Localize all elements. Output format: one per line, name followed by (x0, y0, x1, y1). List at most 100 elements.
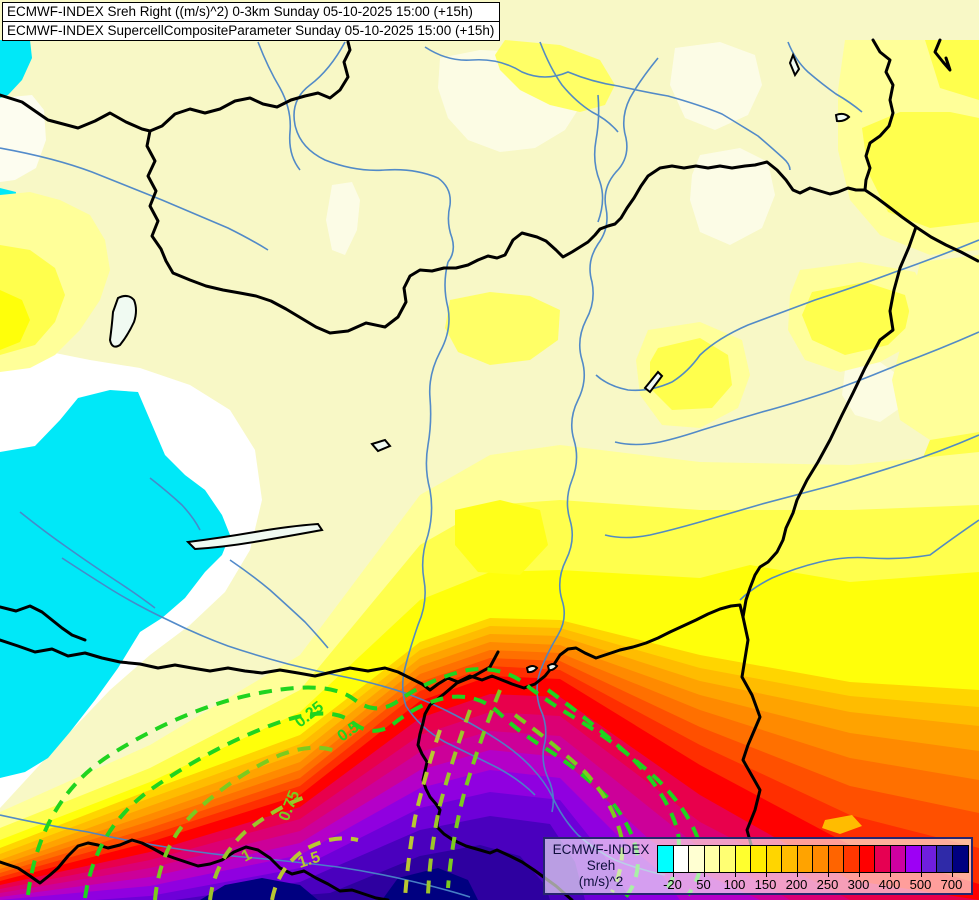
lakes (108, 52, 851, 674)
border-austria-hungary-slovakia (145, 129, 867, 335)
title-block: ECMWF-INDEX Sreh Right ((m/s)^2) 0-3km S… (2, 2, 501, 41)
colorbar-ticklabel-4: 200 (785, 877, 808, 892)
title-line1-box: ECMWF-INDEX Sreh Right ((m/s)^2) 0-3km S… (2, 2, 501, 22)
colorbar-cell-14 (875, 846, 891, 872)
river-danube-south (401, 261, 536, 796)
colorbar-cell-1 (673, 846, 689, 872)
colorbar-cell-17 (921, 846, 937, 872)
contour-075-west (153, 745, 339, 900)
colorbar-ticklabel-2: 100 (723, 877, 746, 892)
colorbar-ticklabel-9: 700 (940, 877, 963, 892)
colorbar-cell-16 (906, 846, 922, 872)
lake-tiny-1 (525, 665, 539, 674)
contour-025 (26, 667, 704, 897)
river-maros (604, 434, 979, 539)
colorbar-tick-7 (889, 872, 891, 877)
title-line1: ECMWF-INDEX Sreh Right ((m/s)^2) 0-3km S… (7, 4, 473, 19)
border-croatia-bosnia (416, 650, 574, 900)
colorbar-cell-10 (813, 846, 829, 872)
river-northeast (787, 41, 863, 113)
river-mura (19, 511, 156, 609)
colorbar-cell-7 (766, 846, 782, 872)
colorbar-ticks: -20 50 100 150 200 250 300 400 500 700 (657, 871, 969, 893)
colorbar-ticklabel-8: 500 (909, 877, 932, 892)
river-ipoly (593, 94, 604, 223)
lake-velence (370, 438, 392, 453)
colorbar-cell-6 (751, 846, 767, 872)
border-corner-stub (933, 38, 952, 72)
contour-label-15: 1.5 (296, 849, 323, 872)
colorbar-tick-5 (827, 872, 829, 877)
colorbar-ticklabel-6: 300 (847, 877, 870, 892)
colorbar-tick-9 (951, 872, 953, 877)
river-tisza (536, 57, 659, 813)
colorbar-cell-19 (952, 846, 968, 872)
river-koros (614, 331, 979, 446)
colorbar-ticklabel-0: -20 (663, 877, 682, 892)
lake-small-east (643, 370, 664, 394)
river-danube-upper (293, 41, 455, 263)
colorbar-ticklabel-7: 400 (878, 877, 901, 892)
legend-bar-area: -20 50 100 150 200 250 300 400 500 700 (657, 840, 969, 892)
contour-075-east (446, 689, 502, 889)
scp-contours (26, 667, 704, 900)
lake-balaton (185, 522, 324, 551)
river-northwest (0, 147, 269, 251)
contour-east-a (546, 688, 681, 889)
river-szamos (595, 239, 979, 392)
colorbar-cell-3 (704, 846, 720, 872)
contour-1-west (208, 794, 309, 900)
border-slovakia-ukraine (863, 38, 895, 192)
colorbar-cell-2 (689, 846, 705, 872)
colorbar-cell-13 (859, 846, 875, 872)
legend-title-line1: ECMWF-INDEX (552, 842, 650, 857)
colorbar-tick-1 (703, 872, 705, 877)
rivers (0, 41, 979, 898)
river-sava (0, 814, 471, 898)
legend-title-line2: Sreh (586, 858, 616, 873)
colorbar-cell-9 (797, 846, 813, 872)
lake-ferto (108, 294, 137, 348)
legend-title-line3: (m/s)^2 (578, 874, 624, 889)
river-vah (257, 41, 301, 171)
colorbar-tick-3 (765, 872, 767, 877)
border-northwest (0, 93, 152, 133)
contour-east-b (513, 713, 625, 893)
contour-15-east (403, 729, 442, 899)
colorbar-ticklabel-1: 50 (696, 877, 711, 892)
lake-tiny-2 (546, 663, 559, 672)
lake-small-ne2 (834, 112, 851, 123)
border-bosnia-south (0, 838, 390, 900)
river-north (424, 46, 791, 171)
lake-small-ne1 (788, 52, 801, 78)
border-slovenia (0, 604, 87, 642)
colorbar-cell-15 (890, 846, 906, 872)
river-zala (149, 477, 201, 531)
colorbar-cell-0 (658, 846, 674, 872)
colorbar-tick-8 (920, 872, 922, 877)
border-hungary-romania (740, 225, 918, 864)
river-drava (61, 557, 553, 797)
legend-title: ECMWF-INDEX Sreh (m/s)^2 (545, 842, 657, 890)
colorbar-tick-2 (734, 872, 736, 877)
colorbar-cell-18 (937, 846, 953, 872)
colorbar-tick-6 (858, 872, 860, 877)
river-southeast (739, 519, 979, 601)
legend-box: ECMWF-INDEX Sreh (m/s)^2 -20 50 100 150 200 2… (543, 837, 973, 895)
colorbar-ticklabel-5: 250 (816, 877, 839, 892)
colorbar-cell-5 (735, 846, 751, 872)
colorbar-cell-12 (844, 846, 860, 872)
contour-05 (83, 694, 641, 900)
river-sio (229, 559, 329, 649)
colorbar-cell-4 (720, 846, 736, 872)
colorbar-cell-11 (828, 846, 844, 872)
colorbar-tick-0 (672, 872, 674, 877)
colorbar-tick-4 (796, 872, 798, 877)
title-line2-box: ECMWF-INDEX SupercellCompositeParameter … (2, 21, 501, 41)
colorbar-ticklabel-3: 150 (754, 877, 777, 892)
border-croatia-serbia-hungary (0, 603, 745, 692)
river-hernad (539, 41, 619, 133)
contour-1-east (426, 709, 472, 896)
